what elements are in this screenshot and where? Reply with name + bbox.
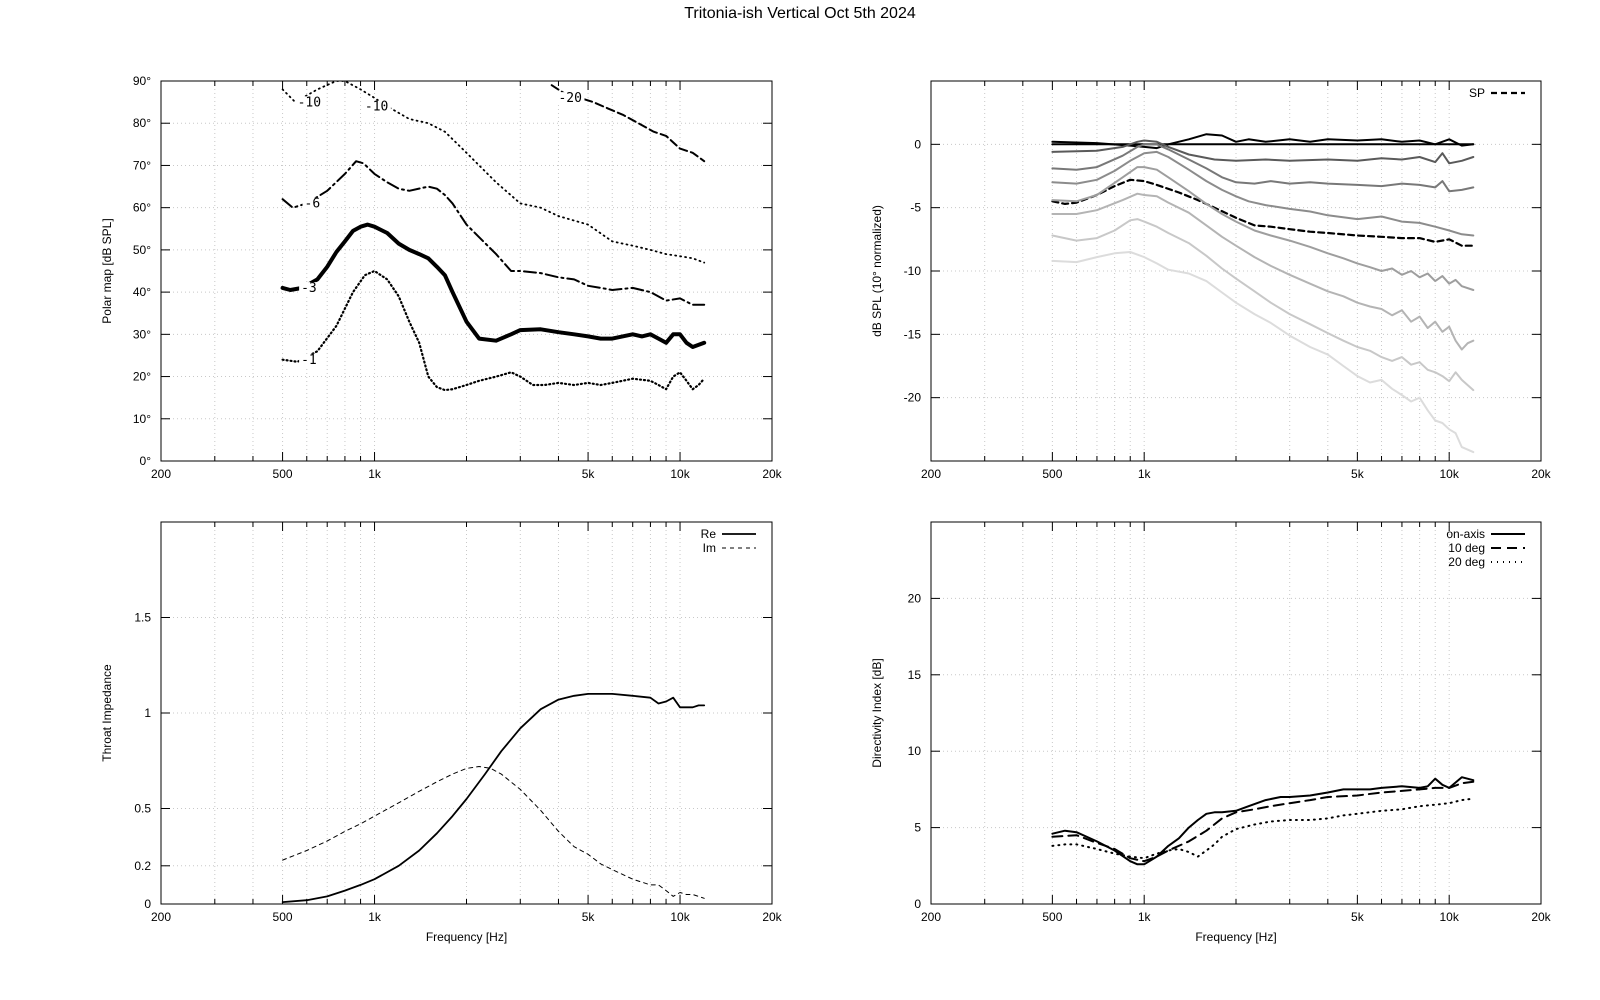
contour-label: -10 [365, 100, 388, 115]
contour-label: -20 [558, 91, 581, 106]
x-tick-label: 1k [1138, 467, 1152, 481]
x-tick-label: 500 [1042, 467, 1062, 481]
chart-panel-impedance: 200 500 1k 5k 10k 20k 0 0.2 0.5 1 1.5 Throat Impeda… [100, 521, 783, 944]
y-tick-label: 0 [914, 897, 921, 911]
x-tick-label: 20k [762, 910, 782, 924]
y-tick-label: -15 [904, 327, 922, 341]
contour-line-minus6 [281, 160, 706, 306]
x-tick-label: 500 [273, 910, 293, 924]
y-tick-label: 50° [133, 243, 151, 257]
legend-label: Re [701, 527, 717, 541]
y-tick-label: 1 [144, 706, 151, 720]
y-tick-label: 30° [133, 327, 151, 341]
contour-label: -1 [301, 353, 317, 368]
contour-label-bg [299, 282, 320, 296]
y-tick-label: 0 [144, 897, 151, 911]
x-tick-label: 10k [1440, 467, 1460, 481]
contour-label-bg [556, 92, 585, 106]
x-tick-label: 10k [670, 467, 690, 481]
y-tick-label: 70° [133, 158, 151, 172]
y-tick-label: 0 [914, 137, 921, 151]
x-tick-label: 10k [1440, 910, 1460, 924]
legend-label: 10 deg [1448, 541, 1485, 555]
chart-panel-spl: 200 500 1k 5k 10k 20k 0 -5 -10 -15 -20 dB SPL (10° … [870, 80, 1552, 481]
series-line [1051, 192, 1475, 351]
y-tick-label: 60° [133, 201, 151, 215]
y-tick-label: 5 [914, 821, 921, 835]
y-tick-label: 90° [133, 74, 151, 88]
contour-label-bg [299, 353, 320, 367]
contour-label-bg [295, 96, 324, 110]
y-tick-label: -20 [904, 391, 922, 405]
contour-line-minus3 [280, 222, 707, 349]
x-tick-label: 1k [368, 467, 382, 481]
x-tick-label: 5k [1351, 467, 1365, 481]
contour-line-minus10 [281, 81, 706, 264]
x-tick-label: 500 [1042, 910, 1062, 924]
y-tick-label: 80° [133, 116, 151, 130]
y-axis-label: Directivity Index [dB] [870, 658, 884, 767]
x-axis-label: Frequency [Hz] [1195, 930, 1276, 944]
page-title: Tritonia-ish Vertical Oct 5th 2024 [684, 5, 916, 22]
contour-label: -10 [298, 95, 321, 110]
series-line-10-deg [1051, 780, 1475, 863]
chart-panel-polar: 200 500 1k 5k 10k 20k 0° 10° 20° 30° 40° 50° 60° 70° 8… [100, 74, 783, 481]
y-axis-label: dB SPL (10° normalized) [870, 205, 884, 337]
y-axis-label: Throat Impedance [100, 664, 114, 762]
y-tick-label: 0.2 [134, 859, 151, 873]
x-tick-label: 500 [273, 467, 293, 481]
y-tick-label: 20 [908, 591, 922, 605]
contour-line-minus1 [281, 269, 706, 392]
series-line-re [281, 693, 706, 903]
x-tick-label: 20k [1531, 467, 1551, 481]
x-tick-label: 1k [1138, 910, 1152, 924]
y-tick-label: 20° [133, 370, 151, 384]
series-line [1051, 218, 1475, 392]
chart-panel-di: 200 500 1k 5k 10k 20k 0 5 10 15 20 Directivity Inde… [870, 521, 1552, 944]
series-line [1051, 251, 1475, 454]
legend-label: on-axis [1446, 527, 1485, 541]
contour-label-bg [362, 100, 391, 114]
contour-label: -6 [305, 197, 321, 212]
contour-label: -3 [301, 281, 317, 296]
series-line [1051, 166, 1475, 291]
series-line-sp [1051, 178, 1475, 247]
x-tick-label: 10k [670, 910, 690, 924]
x-tick-label: 5k [582, 910, 596, 924]
x-tick-label: 1k [368, 910, 382, 924]
y-tick-label: 15 [908, 668, 922, 682]
legend-label: SP [1469, 86, 1485, 100]
x-tick-label: 200 [921, 467, 941, 481]
legend-label: Im [703, 541, 716, 555]
legend-label: 20 deg [1448, 555, 1485, 569]
series-line-20-deg [1051, 797, 1475, 860]
y-axis-label: Polar map [dB SPL] [100, 218, 114, 323]
x-tick-label: 5k [1351, 910, 1365, 924]
x-tick-label: 200 [151, 467, 171, 481]
y-tick-label: 1.5 [134, 611, 151, 625]
x-tick-label: 5k [582, 467, 596, 481]
y-tick-label: 10 [908, 744, 922, 758]
series-line-on-axis [1051, 776, 1475, 866]
y-tick-label: 10° [133, 412, 151, 426]
y-tick-label: 40° [133, 285, 151, 299]
series-line [1051, 143, 1475, 193]
y-tick-label: -10 [904, 264, 922, 278]
y-tick-label: 0.5 [134, 802, 151, 816]
x-tick-label: 200 [151, 910, 171, 924]
x-tick-label: 20k [1531, 910, 1551, 924]
series-line [1051, 150, 1475, 237]
x-tick-label: 200 [921, 910, 941, 924]
contour-label-bg [302, 197, 323, 211]
x-tick-label: 20k [762, 467, 782, 481]
series-line-im [282, 766, 705, 899]
series-line [1051, 139, 1475, 165]
x-axis-label: Frequency [Hz] [426, 930, 507, 944]
y-tick-label: 0° [140, 454, 152, 468]
series-line [1051, 133, 1475, 150]
y-tick-label: -5 [910, 201, 921, 215]
